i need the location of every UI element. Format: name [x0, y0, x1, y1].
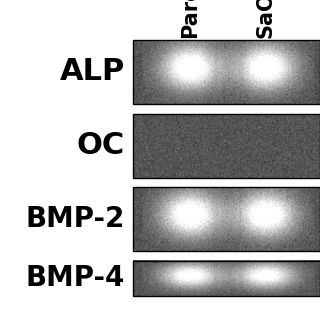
Bar: [133, 261, 320, 296]
Text: BMP-2: BMP-2: [25, 205, 125, 233]
Bar: [133, 114, 320, 178]
Text: Pare: Pare: [180, 0, 200, 38]
Bar: [133, 187, 320, 251]
Text: BMP-4: BMP-4: [25, 264, 125, 292]
Text: OC: OC: [76, 131, 125, 160]
Text: SaOS: SaOS: [256, 0, 276, 38]
Bar: [133, 40, 320, 104]
Text: ALP: ALP: [60, 58, 125, 86]
